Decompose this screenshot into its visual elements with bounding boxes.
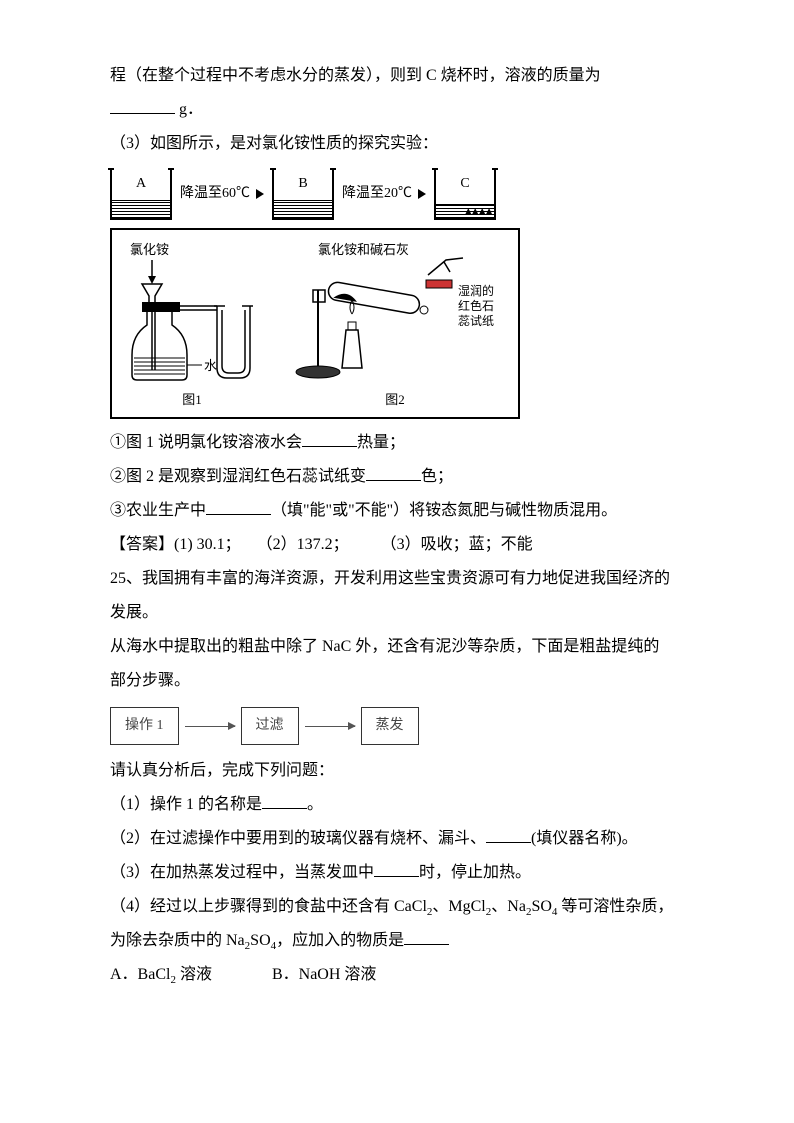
- text-line: 为除去杂质中的 Na2SO4，应加入的物质是: [110, 925, 704, 957]
- text-line: 请认真分析后，完成下列问题：: [110, 755, 704, 787]
- svg-text:氯化铵和碱石灰: 氯化铵和碱石灰: [318, 242, 409, 257]
- text-fragment: （1）操作 1 的名称是: [110, 796, 262, 813]
- diagram-flow: 操作 1 过滤 蒸发: [110, 707, 704, 745]
- choice-a: A．BaCl2 溶液: [110, 959, 212, 991]
- beaker-label: A: [136, 170, 146, 198]
- beaker-b: B: [272, 168, 334, 220]
- beaker-label: C: [460, 170, 469, 198]
- text-fragment: （填"能"或"不能"）将铵态氮肥与碱性物质混用。: [271, 502, 617, 519]
- text-line: 25、我国拥有丰富的海洋资源，开发利用这些宝贵资源可有力地促进我国经济的: [110, 563, 704, 595]
- apparatus-icon: 氯化铵: [122, 240, 262, 385]
- experiment-setup-2: 氯化铵和碱石灰: [290, 240, 500, 413]
- flow-box: 过滤: [241, 707, 299, 745]
- text-fragment: 。: [307, 796, 323, 813]
- answer-line: 【答案】(1) 30.1； （2）137.2； （3）吸收；蓝；不能: [110, 529, 704, 561]
- text-line: g．: [110, 94, 704, 126]
- beaker-a: A: [110, 168, 172, 220]
- caption-label: 图1: [182, 387, 202, 413]
- svg-text:氯化铵: 氯化铵: [130, 242, 169, 257]
- unit-label: g．: [179, 101, 203, 118]
- text-line: ①图 1 说明氯化铵溶液水会 热量；: [110, 427, 704, 459]
- liquid-icon: [274, 200, 332, 218]
- apparatus-icon: 氯化铵和碱石灰: [288, 240, 503, 385]
- text-fragment: 时，停止加热。: [419, 864, 531, 881]
- text-line: （1）操作 1 的名称是 。: [110, 789, 704, 821]
- text-fragment: SO: [531, 898, 551, 915]
- caption-label: 图2: [385, 387, 405, 413]
- blank-field: [262, 791, 307, 809]
- beaker-label: B: [298, 170, 307, 198]
- text-line: ②图 2 是观察到湿润红色石蕊试纸变 色；: [110, 461, 704, 493]
- blank-field: [404, 927, 449, 945]
- arrow-icon: [185, 726, 235, 727]
- flow-box: 蒸发: [361, 707, 419, 745]
- text-fragment: SO: [250, 932, 270, 949]
- text-line: ③农业生产中 （填"能"或"不能"）将铵态氮肥与碱性物质混用。: [110, 495, 704, 527]
- arrow-icon: [305, 726, 355, 727]
- document-body: 程（在整个过程中不考虑水分的蒸发），则到 C 烧杯时，溶液的质量为 g． （3）…: [110, 60, 704, 992]
- crystals-icon: ▲▲▲▲: [463, 207, 491, 217]
- diagram-beakers: A 降温至60℃ B 降温至20℃ C ▲▲▲▲: [110, 168, 704, 220]
- text-line: （3）在加热蒸发过程中，当蒸发皿中 时，停止加热。: [110, 857, 704, 889]
- svg-text:红色石: 红色石: [458, 298, 494, 313]
- text-fragment: 、Na: [491, 898, 526, 915]
- text-fragment: 溶液: [180, 966, 212, 983]
- svg-text:湿润的: 湿润的: [458, 283, 494, 298]
- text-fragment: ③农业生产中: [110, 502, 206, 519]
- text-fragment: ①图 1 说明氯化铵溶液水会: [110, 434, 302, 451]
- text-fragment: 、MgCl: [432, 898, 485, 915]
- svg-text:蕊试纸: 蕊试纸: [458, 313, 494, 328]
- text-fragment: ②图 2 是观察到湿润红色石蕊试纸变: [110, 468, 366, 485]
- blank-field: [206, 497, 271, 515]
- choice-b: B．NaOH 溶液: [272, 959, 376, 991]
- text-fragment: （2）在过滤操作中要用到的玻璃仪器有烧杯、漏斗、: [110, 830, 486, 847]
- blank-field: [302, 429, 357, 447]
- text-line: 程（在整个过程中不考虑水分的蒸发），则到 C 烧杯时，溶液的质量为: [110, 60, 704, 92]
- arrow-label: 降温至60℃: [180, 180, 264, 208]
- beaker-c: C ▲▲▲▲: [434, 168, 496, 220]
- blank-field: [486, 825, 531, 843]
- text-fragment: ，应加入的物质是: [276, 932, 404, 949]
- choice-row: A．BaCl2 溶液 B．NaOH 溶液: [110, 959, 704, 991]
- diagram-experiments: 氯化铵: [110, 228, 520, 419]
- text-line: 从海水中提取出的粗盐中除了 NaC 外，还含有泥沙等杂质，下面是粗盐提纯的: [110, 631, 704, 663]
- text-fragment: （3）在加热蒸发过程中，当蒸发皿中: [110, 864, 374, 881]
- liquid-icon: [112, 200, 170, 218]
- arrow-label: 降温至20℃: [342, 180, 426, 208]
- blank-field: [366, 463, 421, 481]
- text-line: （4）经过以上步骤得到的食盐中还含有 CaCl2、MgCl2、Na2SO4 等可…: [110, 891, 704, 923]
- text-fragment: （4）经过以上步骤得到的食盐中还含有 CaCl: [110, 898, 427, 915]
- text-line: 部分步骤。: [110, 665, 704, 697]
- text-fragment: 热量；: [357, 434, 405, 451]
- text-fragment: (填仪器名称)。: [531, 830, 638, 847]
- text-line: （2）在过滤操作中要用到的玻璃仪器有烧杯、漏斗、 (填仪器名称)。: [110, 823, 704, 855]
- text-fragment: A．BaCl: [110, 966, 170, 983]
- text-fragment: 等可溶性杂质，: [557, 898, 673, 915]
- flow-box: 操作 1: [110, 707, 179, 745]
- blank-field: [110, 96, 175, 114]
- text-line: （3）如图所示，是对氯化铵性质的探究实验：: [110, 128, 704, 160]
- experiment-setup-1: 氯化铵: [122, 240, 262, 413]
- text-fragment: 色；: [421, 468, 453, 485]
- text-line: 发展。: [110, 597, 704, 629]
- blank-field: [374, 859, 419, 877]
- text-fragment: 为除去杂质中的 Na: [110, 932, 245, 949]
- svg-text:水: 水: [204, 358, 217, 373]
